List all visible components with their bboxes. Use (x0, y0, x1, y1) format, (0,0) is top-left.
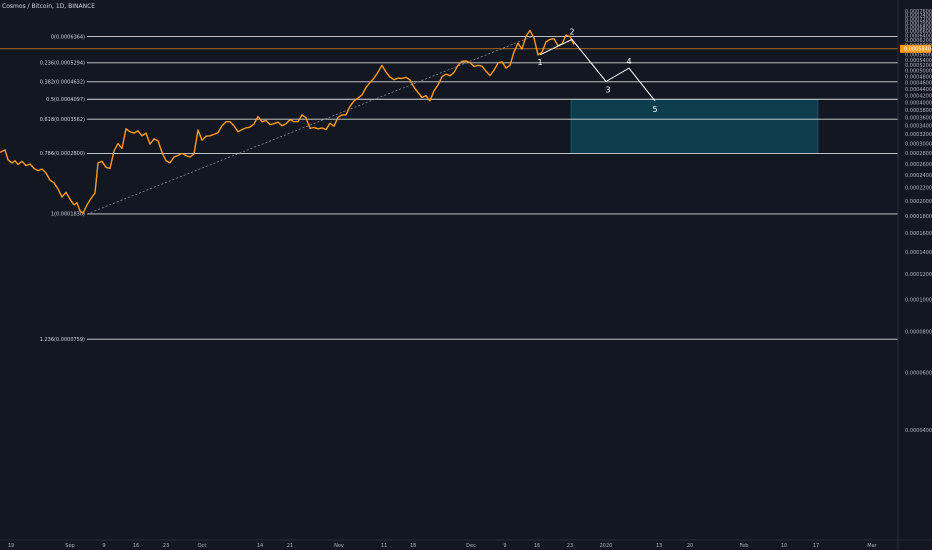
price-tick-label: 0.0004000 (905, 100, 932, 106)
time-tick-label: 16 (534, 543, 540, 549)
price-tick-label: 0.0006400 (905, 34, 932, 40)
wave-path[interactable] (539, 38, 656, 102)
elliott-wave-layer[interactable]: 1 2 3 4 5 (537, 27, 657, 114)
price-tick-label: 0.0001000 (905, 298, 932, 304)
time-tick-label: 16 (133, 543, 139, 549)
fib-level-label: 0.236(0.0005294) (40, 61, 85, 67)
price-tick-label: 0.0006800 (905, 25, 932, 31)
fib-level-label: 1.236(0.0000759) (40, 337, 85, 343)
price-tick-label: 0.0001800 (905, 214, 932, 220)
time-tick-label: 19 (8, 543, 14, 549)
price-tick-label: 0.0007200 (905, 17, 932, 23)
price-tick-label: 0.0004600 (905, 81, 932, 87)
fib-level-label: 0.618(0.0003562) (40, 117, 85, 123)
price-tick-label: 0.0004400 (905, 87, 932, 93)
price-tick-label: 0.0003600 (905, 115, 932, 121)
fib-level-label: 0.5(0.0004097) (46, 97, 85, 103)
price-line (0, 29, 575, 214)
price-tick-label: 0.0001200 (905, 272, 932, 278)
time-tick-label: 20 (687, 543, 693, 549)
chart-title: Cosmos / Bitcoin, 1D, BINANCE (2, 3, 95, 10)
time-tick-label: Dec (466, 543, 476, 549)
price-tick-label: 0.0000800 (905, 329, 932, 335)
price-tick-label: 0.0007000 (905, 21, 932, 27)
price-tick-label: 0.0002600 (905, 162, 932, 168)
fib-level-label: 0.382(0.0004632) (40, 80, 85, 86)
time-tick-label: 21 (287, 543, 293, 549)
price-tick-label: 0.0002000 (905, 199, 932, 205)
target-zone-box (570, 98, 819, 154)
price-tick-label: 0.0005000 (905, 69, 932, 75)
price-tick-label: 0.0002800 (905, 151, 932, 157)
wave-label-5: 5 (652, 105, 657, 114)
time-tick-label: 13 (656, 543, 662, 549)
time-axis[interactable]: 19 Sep 9 16 23 Oct 14 21 Nov 11 18 Dec 9 16 23 2020 13 20… (0, 539, 932, 549)
price-tick-label: 0.0004200 (905, 94, 932, 100)
price-tick-label: 0.0003400 (905, 124, 932, 130)
fib-level-label: 0.786(0.0002800) (40, 151, 85, 157)
wave-label-4: 4 (626, 57, 631, 66)
time-tick-label: 14 (257, 543, 263, 549)
current-price-label: 0.0005840 (904, 47, 931, 53)
time-tick-label: 11 (381, 543, 387, 549)
price-tick-label: 0.0001400 (905, 250, 932, 256)
wave-label-1: 1 (537, 58, 542, 67)
price-tick-label: 0.0007600 (905, 9, 932, 15)
price-tick-label: 0.0000400 (905, 428, 932, 434)
price-tick-label: 0.0006600 (905, 29, 932, 35)
time-tick-label: 17 (813, 543, 819, 549)
time-tick-label: Sep (65, 543, 74, 549)
price-series-layer (0, 29, 575, 214)
time-tick-label: 10 (781, 543, 787, 549)
fibonacci-levels[interactable]: 0(0.0006364) 0.236(0.0005294) 0.382(0.0004… (40, 34, 898, 343)
time-tick-label: 23 (163, 543, 169, 549)
price-tick-label: 0.0003200 (905, 132, 932, 138)
time-tick-label: 9 (503, 543, 506, 549)
price-tick-label: 0.0007400 (905, 13, 932, 19)
time-tick-label: Nov (334, 543, 344, 549)
price-tick-label: 0.0004800 (905, 75, 932, 81)
price-tick-label: 0.0003800 (905, 108, 932, 114)
price-tick-label: 0.0003000 (905, 141, 932, 147)
fib-level-label: 0(0.0006364) (51, 34, 85, 40)
price-tick-label: 0.0005600 (905, 53, 932, 59)
time-tick-label: 9 (102, 543, 105, 549)
current-price-tag (900, 44, 931, 53)
price-axis[interactable]: 0.00076000.00074000.00072000.00070000.00… (897, 0, 932, 550)
wave-label-2: 2 (569, 27, 574, 36)
time-tick-label: 23 (567, 543, 573, 549)
price-tick-label: 0.0002400 (905, 173, 932, 179)
fib-trend-layer (0, 36, 898, 215)
price-tick-label: 0.0005200 (905, 63, 932, 69)
price-tick-label: 0.0000600 (905, 370, 932, 376)
time-tick-label: Feb (740, 543, 749, 549)
price-tick-label: 0.0001600 (905, 231, 932, 237)
time-tick-label: 18 (410, 543, 416, 549)
price-tick-label: 0.0006200 (905, 38, 932, 44)
target-zone-layer (570, 98, 819, 154)
price-tick-label: 0.0002200 (905, 186, 932, 192)
price-tick-label: 0.0005400 (905, 58, 932, 64)
time-tick-label: Oct (198, 543, 207, 549)
wave-label-3: 3 (605, 86, 610, 95)
time-tick-label: Mar (867, 543, 877, 549)
time-tick-label: 2020 (600, 543, 613, 549)
fib-level-label: 1(0.0001830) (51, 212, 85, 218)
